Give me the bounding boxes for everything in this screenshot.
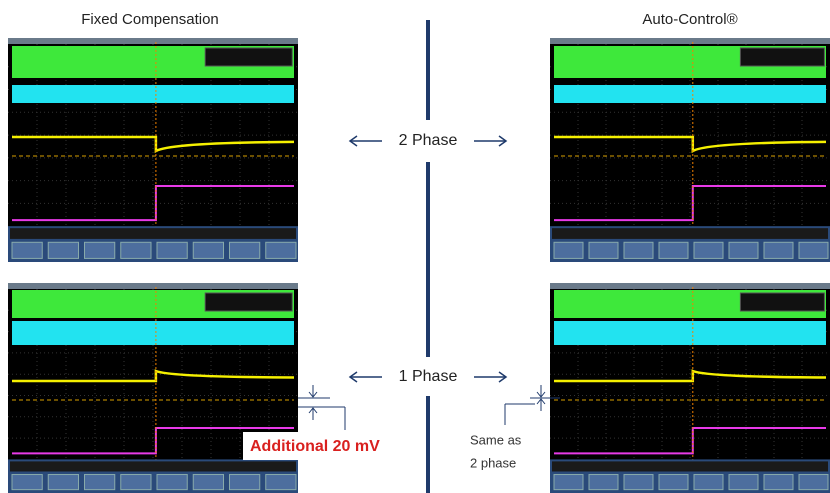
status-row	[10, 228, 296, 239]
cyan-trace	[12, 85, 294, 103]
cyan-trace	[554, 85, 826, 103]
page: Fixed Compensation Auto-Control® 2 Phase…	[0, 0, 830, 493]
phase-label: 1 Phase	[399, 368, 458, 385]
readout	[205, 293, 292, 311]
menu-button	[193, 475, 223, 490]
left-title: Fixed Compensation	[81, 11, 219, 28]
cyan-trace	[12, 321, 294, 345]
menu-button	[12, 475, 42, 490]
menu-button	[659, 242, 688, 258]
status-row	[552, 228, 828, 239]
scope-header	[8, 38, 298, 44]
menu-button	[230, 475, 260, 490]
scope-header	[550, 38, 830, 44]
right-note: Same as	[470, 432, 522, 447]
menu-button	[157, 242, 187, 258]
menu-button	[554, 475, 583, 490]
scope-header	[8, 283, 298, 289]
menu-button	[694, 242, 723, 258]
scope-header	[550, 283, 830, 289]
menu-button	[554, 242, 583, 258]
menu-button	[729, 475, 758, 490]
readout	[740, 48, 824, 66]
menu-button	[266, 475, 296, 490]
menu-button	[121, 475, 151, 490]
menu-button	[589, 475, 618, 490]
menu-button	[694, 475, 723, 490]
right-note: 2 phase	[470, 455, 516, 470]
menu-button	[193, 242, 223, 258]
right-title: Auto-Control®	[642, 11, 737, 28]
menu-button	[799, 242, 828, 258]
menu-button	[48, 475, 78, 490]
menu-button	[624, 475, 653, 490]
menu-button	[12, 242, 42, 258]
menu-button	[799, 475, 828, 490]
status-row	[552, 461, 828, 471]
menu-button	[589, 242, 618, 258]
menu-button	[764, 242, 793, 258]
menu-button	[659, 475, 688, 490]
status-row	[10, 461, 296, 471]
menu-button	[729, 242, 758, 258]
menu-button	[85, 475, 115, 490]
phase-label: 2 Phase	[399, 132, 458, 149]
menu-button	[230, 242, 260, 258]
readout	[740, 293, 824, 311]
menu-button	[48, 242, 78, 258]
menu-button	[624, 242, 653, 258]
menu-button	[764, 475, 793, 490]
menu-button	[157, 475, 187, 490]
menu-button	[85, 242, 115, 258]
menu-button	[121, 242, 151, 258]
readout	[205, 48, 292, 66]
left-note: Additional 20 mV	[250, 438, 380, 455]
cyan-trace	[554, 321, 826, 345]
menu-button	[266, 242, 296, 258]
